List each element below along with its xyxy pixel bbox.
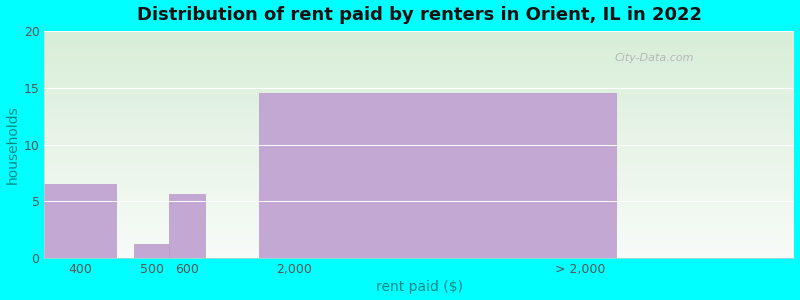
Bar <box>134 244 170 258</box>
Bar <box>170 194 205 258</box>
Bar <box>45 184 116 258</box>
Title: Distribution of rent paid by renters in Orient, IL in 2022: Distribution of rent paid by renters in … <box>137 6 702 24</box>
X-axis label: rent paid ($): rent paid ($) <box>376 280 463 294</box>
Bar <box>258 93 616 258</box>
Y-axis label: households: households <box>6 105 19 184</box>
Text: City-Data.com: City-Data.com <box>614 53 694 63</box>
